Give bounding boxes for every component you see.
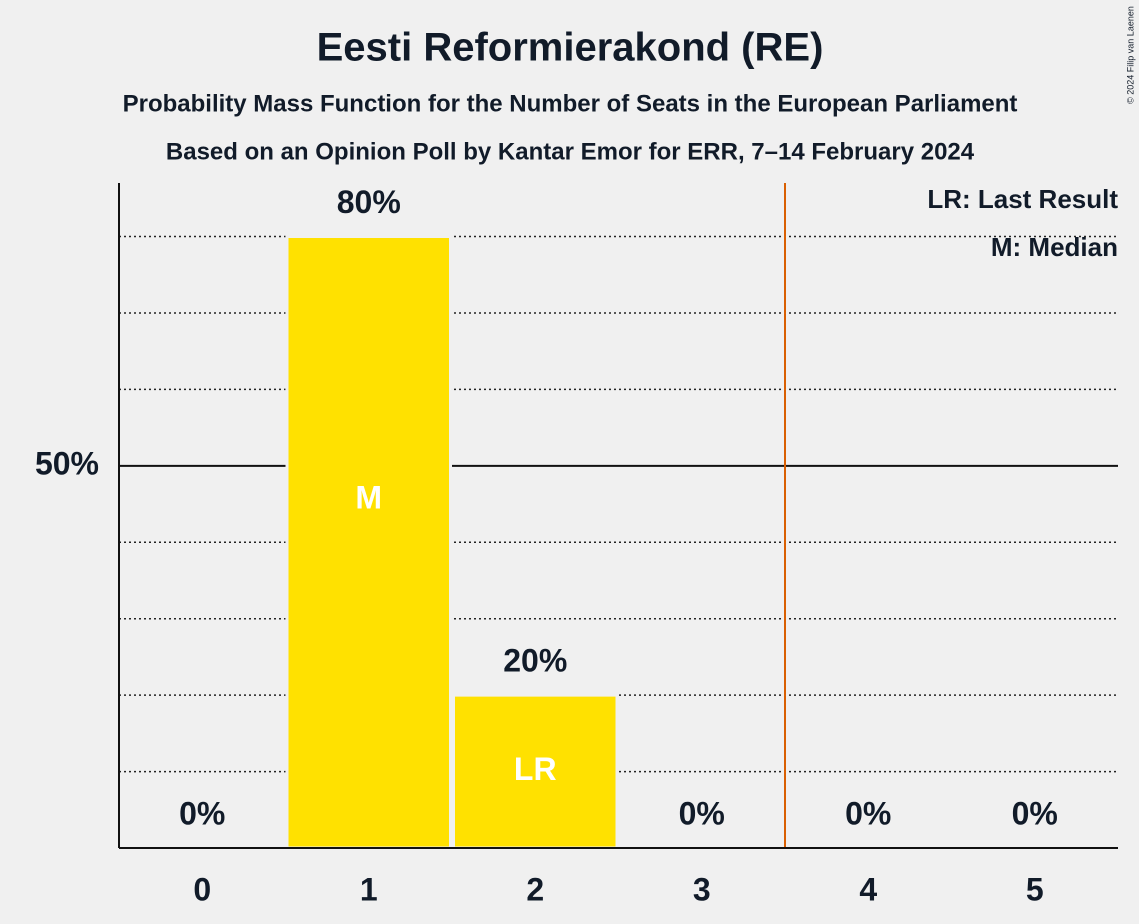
y-tick-label: 50% [35, 445, 99, 481]
x-tick-label: 5 [1026, 871, 1044, 907]
chart-subtitle: Probability Mass Function for the Number… [123, 90, 1018, 117]
bar [285, 235, 452, 850]
legend-entry: LR: Last Result [927, 184, 1118, 214]
value-label: 20% [503, 643, 567, 679]
x-tick-label: 1 [360, 871, 378, 907]
copyright: © 2024 Filip van Laenen [1125, 6, 1135, 104]
value-label: 0% [179, 795, 225, 831]
x-tick-label: 4 [859, 871, 877, 907]
x-tick-label: 0 [193, 871, 211, 907]
bar-annotation: M [355, 480, 382, 516]
chart-subtitle: Based on an Opinion Poll by Kantar Emor … [166, 138, 975, 165]
bar [452, 693, 619, 850]
chart-title: Eesti Reformierakond (RE) [317, 26, 824, 70]
x-tick-label: 2 [526, 871, 544, 907]
legend-entry: M: Median [991, 232, 1118, 262]
x-tick-label: 3 [693, 871, 711, 907]
value-label: 0% [1012, 795, 1058, 831]
value-label: 0% [679, 795, 725, 831]
value-label: 0% [845, 795, 891, 831]
bar-annotation: LR [514, 751, 557, 787]
value-label: 80% [337, 184, 401, 220]
